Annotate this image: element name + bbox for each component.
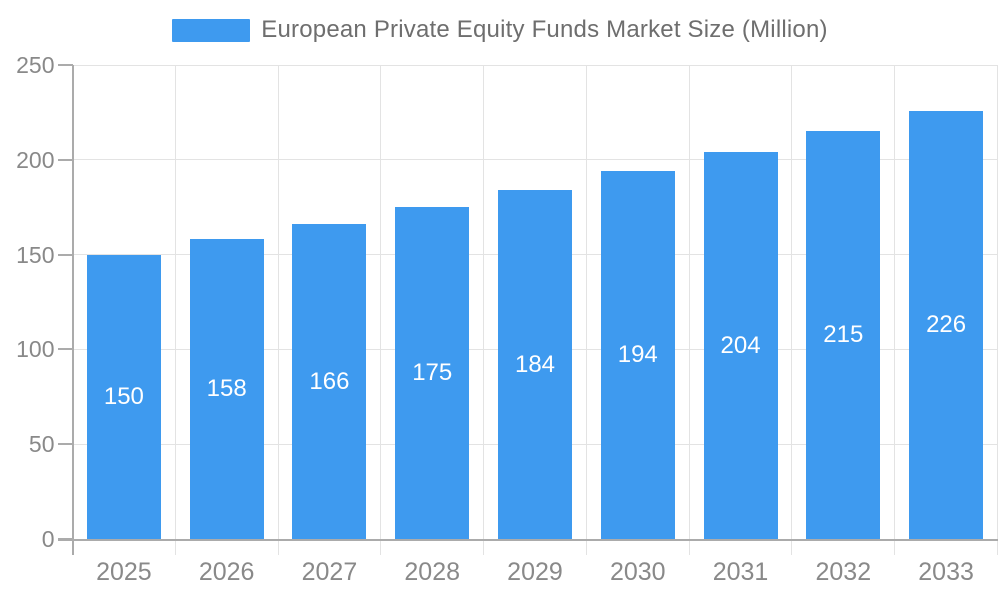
bar-value-label: 184 <box>514 350 556 378</box>
x-axis-label: 2029 <box>507 558 563 586</box>
x-gridline <box>894 65 896 555</box>
bar[interactable] <box>703 152 778 539</box>
bar[interactable] <box>292 224 367 539</box>
bar-value-label: 204 <box>720 331 761 359</box>
y-axis-label: 150 <box>16 241 55 268</box>
y-axis-tick <box>57 64 73 66</box>
x-axis-line <box>57 539 998 541</box>
y-axis-label: 50 <box>28 431 55 458</box>
x-axis-label: 2033 <box>918 558 974 586</box>
y-axis-tick <box>57 443 73 446</box>
y-axis-label: 0 <box>41 526 55 552</box>
bar-value-label: 194 <box>617 341 658 369</box>
bar[interactable] <box>189 239 264 539</box>
x-axis-label: 2031 <box>712 558 769 586</box>
x-gridline <box>174 65 176 555</box>
y-axis-tick <box>57 253 73 256</box>
x-gridline <box>277 65 279 555</box>
x-gridline <box>791 65 793 555</box>
x-axis-label: 2028 <box>404 558 461 586</box>
bar-value-label: 226 <box>926 310 967 338</box>
x-gridline <box>585 65 587 555</box>
chart-legend[interactable]: European Private Equity Funds Market Siz… <box>0 16 1000 44</box>
bar[interactable] <box>806 131 881 539</box>
x-gridline <box>483 65 485 555</box>
bar-value-label: 158 <box>206 375 247 403</box>
y-axis-label: 100 <box>16 336 55 363</box>
x-gridline <box>380 65 382 555</box>
y-axis-line <box>71 65 74 555</box>
x-gridline <box>997 65 998 555</box>
bar-value-label: 175 <box>412 359 453 387</box>
bar[interactable] <box>86 254 161 539</box>
y-axis-tick <box>57 348 73 351</box>
legend-label: European Private Equity Funds Market Siz… <box>261 16 828 43</box>
y-gridline <box>72 64 998 66</box>
y-axis-tick <box>57 158 73 161</box>
y-axis-label: 200 <box>16 146 55 173</box>
x-axis-label: 2032 <box>815 558 872 586</box>
bar[interactable] <box>498 190 572 539</box>
x-axis-label: 2026 <box>198 558 255 586</box>
x-axis-label: 2027 <box>301 558 358 586</box>
x-axis-label: 2025 <box>96 558 152 586</box>
x-axis-label: 2030 <box>609 558 666 586</box>
y-gridline <box>72 159 998 161</box>
x-gridline <box>688 65 690 555</box>
bar[interactable] <box>909 110 984 539</box>
bar[interactable] <box>395 207 470 539</box>
legend-swatch <box>172 18 251 42</box>
bar-value-label: 150 <box>103 382 144 410</box>
y-axis-label: 250 <box>16 52 55 78</box>
bar-value-label: 215 <box>823 321 864 349</box>
bar-value-label: 166 <box>309 367 350 395</box>
bar[interactable] <box>600 171 675 539</box>
